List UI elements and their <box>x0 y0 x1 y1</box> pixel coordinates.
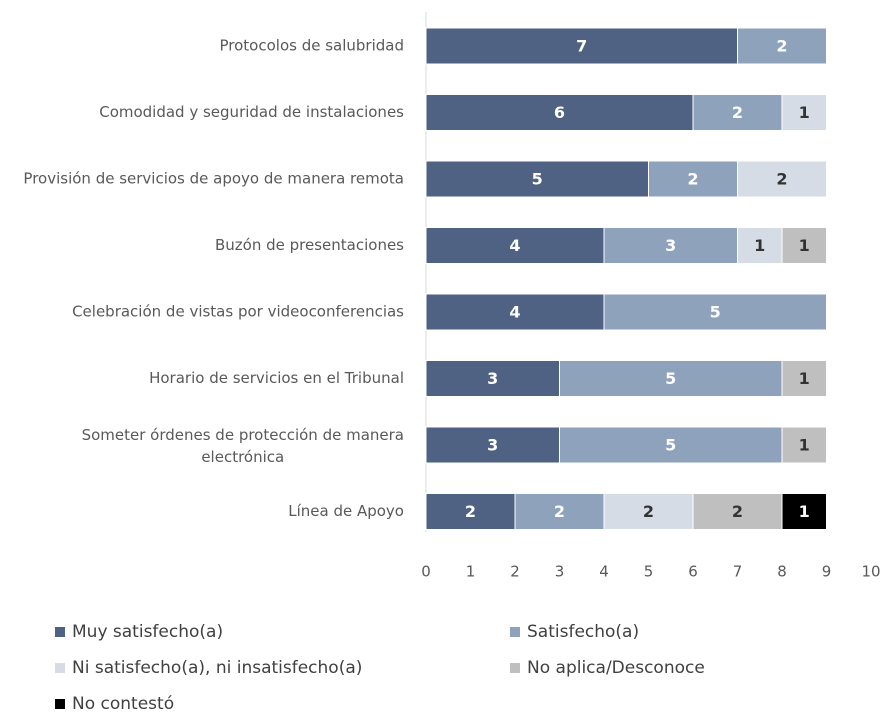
category-label: Comodidad y seguridad de instalaciones <box>99 103 404 121</box>
bar-segment <box>603 493 694 530</box>
legend-swatch <box>510 663 520 673</box>
legend-label: No contestó <box>72 694 174 714</box>
legend-label: Muy satisfecho(a) <box>72 622 223 642</box>
legend-swatch <box>55 699 65 709</box>
bar-segment <box>425 293 605 331</box>
x-tick-label: 5 <box>644 563 654 581</box>
bar-segment <box>737 227 783 264</box>
data-label: 5 <box>710 303 721 322</box>
x-tick-label: 0 <box>421 563 431 581</box>
data-label: 5 <box>665 436 676 455</box>
bar-segment <box>559 426 783 464</box>
bar-segment <box>781 227 827 264</box>
bar-segment <box>781 493 827 530</box>
data-label: 2 <box>776 37 787 56</box>
bar-segment <box>737 160 827 198</box>
data-label: 1 <box>799 236 810 255</box>
category-label: Línea de Apoyo <box>288 502 404 520</box>
x-tick-label: 6 <box>688 563 698 581</box>
data-label: 7 <box>576 37 587 56</box>
data-label: 3 <box>487 436 498 455</box>
bar-segment <box>692 493 783 530</box>
bar-segment <box>603 227 738 264</box>
x-tick-label: 1 <box>466 563 476 581</box>
legend-label: Satisfecho(a) <box>527 622 639 642</box>
bar-segment <box>425 94 694 131</box>
data-label: 2 <box>732 502 743 521</box>
x-tick-label: 8 <box>777 563 787 581</box>
data-label: 4 <box>509 303 520 322</box>
data-label: 2 <box>465 502 476 521</box>
x-tick-label: 3 <box>555 563 565 581</box>
x-tick-label: 2 <box>510 563 520 581</box>
data-label: 1 <box>799 103 810 122</box>
data-label: 1 <box>754 236 765 255</box>
x-tick-label: 4 <box>599 563 609 581</box>
legend-label: No aplica/Desconoce <box>527 658 705 678</box>
bar-segment <box>425 227 605 264</box>
data-label: 2 <box>554 502 565 521</box>
bar-segment <box>559 360 783 397</box>
data-label: 5 <box>532 170 543 189</box>
x-tick-label: 9 <box>822 563 832 581</box>
data-label: 1 <box>799 436 810 455</box>
bar-segment <box>781 94 827 131</box>
legend-label: Ni satisfecho(a), ni insatisfecho(a) <box>72 658 362 678</box>
category-label: Provisión de servicios de apoyo de maner… <box>23 170 404 188</box>
bar-segment <box>781 360 827 397</box>
data-label: 2 <box>687 170 698 189</box>
data-label: 3 <box>487 369 498 388</box>
category-line: Someter órdenes de protección de manera <box>82 426 404 444</box>
bar-segment <box>425 493 516 530</box>
bar-segment <box>425 160 649 198</box>
data-label: 6 <box>554 103 565 122</box>
data-label: 3 <box>665 236 676 255</box>
category-label: Celebración de vistas por videoconferenc… <box>72 303 404 321</box>
x-tick-label: 10 <box>861 563 880 581</box>
data-label: 2 <box>776 170 787 189</box>
bar-segment <box>737 27 827 65</box>
data-label: 1 <box>799 502 810 521</box>
legend-swatch <box>55 627 65 637</box>
category-label: Buzón de presentaciones <box>215 236 404 254</box>
category-label: Horario de servicios en el Tribunal <box>149 369 404 387</box>
data-label: 2 <box>643 502 654 521</box>
bar-segment <box>425 360 560 397</box>
category-label: Someter órdenes de protección de manera e… <box>82 426 404 466</box>
data-label: 2 <box>732 103 743 122</box>
legend-swatch <box>510 627 520 637</box>
bar-segment <box>603 293 827 331</box>
data-label: 5 <box>665 369 676 388</box>
category-label: Protocolos de salubridad <box>220 37 405 55</box>
legend-swatch <box>55 663 65 673</box>
category-line: electrónica <box>201 448 284 466</box>
bar-segment <box>425 426 560 464</box>
bar-segment <box>781 426 827 464</box>
data-label: 4 <box>509 236 520 255</box>
data-label: 1 <box>799 369 810 388</box>
x-tick-label: 7 <box>733 563 743 581</box>
